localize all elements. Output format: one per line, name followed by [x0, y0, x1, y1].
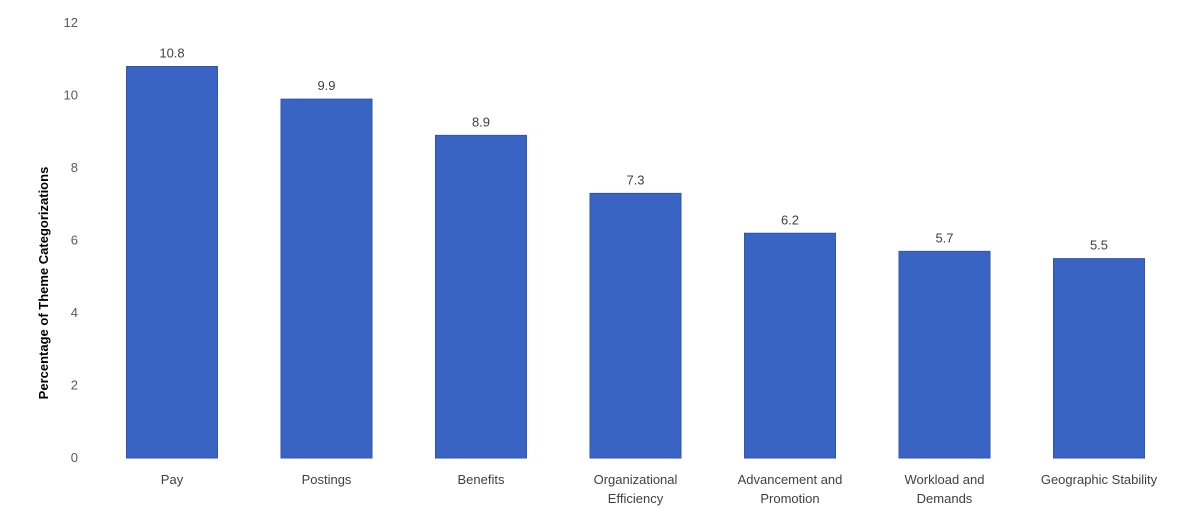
- bar-2: [280, 98, 373, 459]
- category-labels: Pay Postings Benefits Organizational Efficie…: [161, 472, 1158, 506]
- category-label-3: Benefits: [458, 472, 505, 487]
- category-label-5: Advancement and Promotion: [738, 472, 843, 506]
- data-label-1: 10.8: [159, 46, 184, 61]
- bar-7: [1053, 258, 1145, 459]
- bar-3: [435, 134, 527, 459]
- data-label-7: 5.5: [1090, 238, 1108, 253]
- y-tick-label-10: 10: [64, 88, 78, 103]
- data-label-2: 9.9: [317, 78, 335, 93]
- y-tick-label-8: 8: [71, 160, 78, 175]
- category-label-1: Pay: [161, 472, 184, 487]
- category-label-6: Workload and Demands: [905, 472, 985, 506]
- data-label-6: 5.7: [935, 230, 953, 245]
- category-label-2: Postings: [302, 472, 352, 487]
- y-tick-label-6: 6: [71, 233, 78, 248]
- y-tick-label-0: 0: [71, 450, 78, 465]
- y-tick-label-4: 4: [71, 305, 78, 320]
- y-tick-label-2: 2: [71, 378, 78, 393]
- y-axis-title: Percentage of Theme Categorizations: [36, 167, 51, 400]
- y-tick-label-12: 12: [64, 15, 78, 30]
- category-label-7: Geographic Stability: [1041, 472, 1158, 487]
- bar-5: [744, 232, 836, 459]
- data-label-4: 7.3: [626, 172, 644, 187]
- bar-4: [589, 192, 682, 459]
- data-labels: 10.8 9.9 8.9 7.3 6.2 5.7 5.5: [159, 46, 1108, 253]
- y-axis-ticks: 0 2 4 6 8 10 12: [64, 15, 78, 465]
- bar-6: [898, 250, 991, 459]
- category-label-4: Organizational Efficiency: [594, 472, 678, 506]
- data-label-5: 6.2: [781, 212, 799, 227]
- data-label-3: 8.9: [472, 114, 490, 129]
- bars: [126, 66, 1145, 459]
- bar-1: [126, 66, 218, 459]
